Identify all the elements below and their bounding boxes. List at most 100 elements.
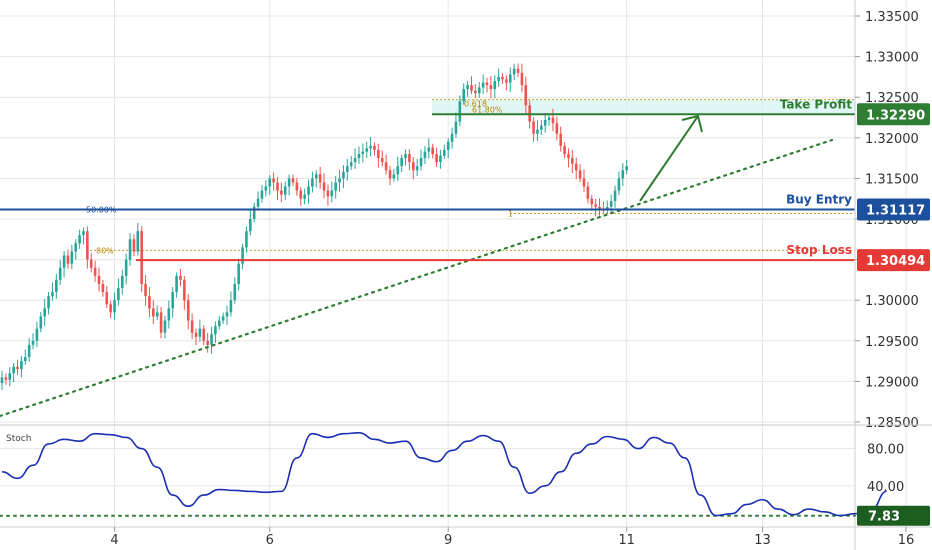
candle-body [508, 74, 512, 83]
candle-body [117, 288, 120, 301]
candle-body [136, 231, 140, 252]
time-tick-label: 11 [618, 533, 635, 548]
candle-body [326, 190, 330, 197]
price-tick-label: 1.32000 [865, 132, 919, 147]
candle-body [543, 119, 547, 126]
candle-body [536, 129, 539, 134]
candle-body [93, 267, 97, 276]
candle-body [443, 149, 446, 156]
candle-body [163, 320, 167, 333]
fib-label-80: 80% [96, 246, 114, 255]
candle-body [148, 296, 151, 309]
price-tick-label: 1.32500 [865, 91, 919, 106]
take-profit-zone [432, 99, 855, 115]
candle-body [105, 292, 109, 305]
candle-body [349, 162, 353, 167]
buy-entry-price-tag [857, 198, 930, 221]
candle-body [586, 186, 590, 199]
candle-body [171, 292, 175, 309]
candle-body [299, 190, 303, 199]
candle-body [520, 72, 524, 86]
candle-body [567, 154, 570, 159]
candle-body [113, 300, 116, 313]
candle-body [439, 155, 442, 163]
candle-body [39, 316, 43, 329]
candle-body [291, 178, 295, 183]
candle-body [365, 148, 369, 152]
candle-body [198, 328, 202, 337]
take-profit-label: Take Profit [780, 97, 853, 111]
candle-body [357, 154, 361, 159]
candle-body [47, 296, 50, 309]
candle-body [217, 320, 221, 327]
candle-body [249, 219, 252, 232]
candle-body [120, 275, 124, 289]
time-tick-label: 9 [444, 533, 452, 548]
candle-body [82, 231, 85, 236]
candle-body [396, 166, 400, 175]
candle-body [268, 178, 272, 187]
candle-body [621, 170, 625, 179]
candle-body [458, 101, 462, 122]
time-tick-label: 4 [110, 533, 118, 548]
candle-body [167, 308, 171, 321]
price-gridlines [0, 0, 907, 527]
candle-body [505, 79, 508, 83]
stoch-value-text: 7.83 [868, 510, 900, 525]
candle-body [408, 154, 411, 163]
candle-body [23, 357, 27, 362]
candle-body [411, 162, 415, 171]
candle-body [501, 76, 504, 80]
candle-body [462, 89, 466, 102]
candle-body [140, 231, 143, 284]
candle-body [225, 312, 229, 317]
buy-entry-price-text: 1.31117 [866, 203, 925, 218]
price-tick-label: 1.28500 [865, 416, 919, 431]
fib-label-5000: 50.00% [86, 205, 117, 214]
candle-body [369, 145, 372, 149]
candle-body [4, 377, 8, 380]
candle-body [311, 178, 314, 187]
candle-body [276, 182, 279, 191]
candle-body [27, 344, 31, 358]
candle-body [55, 279, 58, 293]
candle-body [346, 166, 349, 172]
candle-body [124, 259, 128, 276]
candle-body [256, 198, 260, 207]
stop-loss-price-text: 1.30494 [866, 254, 925, 269]
candle-body [547, 117, 551, 120]
candle-body [493, 80, 497, 90]
candle-body [8, 373, 12, 380]
price-tick-label: 1.33000 [865, 51, 919, 66]
candle-body [516, 68, 520, 73]
candle-body [66, 255, 70, 264]
candle-body [330, 190, 334, 197]
price-tick-label: 1.33500 [865, 10, 919, 25]
candle-body [0, 377, 4, 384]
candle-body [264, 186, 268, 191]
candle-body [474, 90, 477, 94]
candle-body [245, 231, 248, 248]
fib-label-1: 1 [508, 210, 513, 219]
price-tick-label: 1.29000 [865, 375, 919, 390]
candle-body [400, 158, 403, 167]
candle-body [307, 186, 310, 195]
candle-body [388, 170, 392, 179]
time-tick-label: 13 [754, 533, 771, 548]
take-profit-price-text: 1.32290 [866, 108, 925, 123]
stoch-pane-title: Stoch [6, 434, 31, 444]
candle-body [419, 158, 423, 167]
candle-body [512, 68, 516, 75]
stop-loss-label: Stop Loss [786, 243, 852, 257]
price-tick-label: 1.29500 [865, 335, 919, 350]
candle-body [186, 300, 190, 321]
candle-body [86, 231, 89, 260]
candle-body [477, 87, 481, 94]
candle-body [353, 158, 357, 163]
candle-body [179, 275, 182, 280]
stoch-axis-ticks: 80.00 40.00 [867, 443, 904, 495]
candle-body [51, 292, 54, 297]
